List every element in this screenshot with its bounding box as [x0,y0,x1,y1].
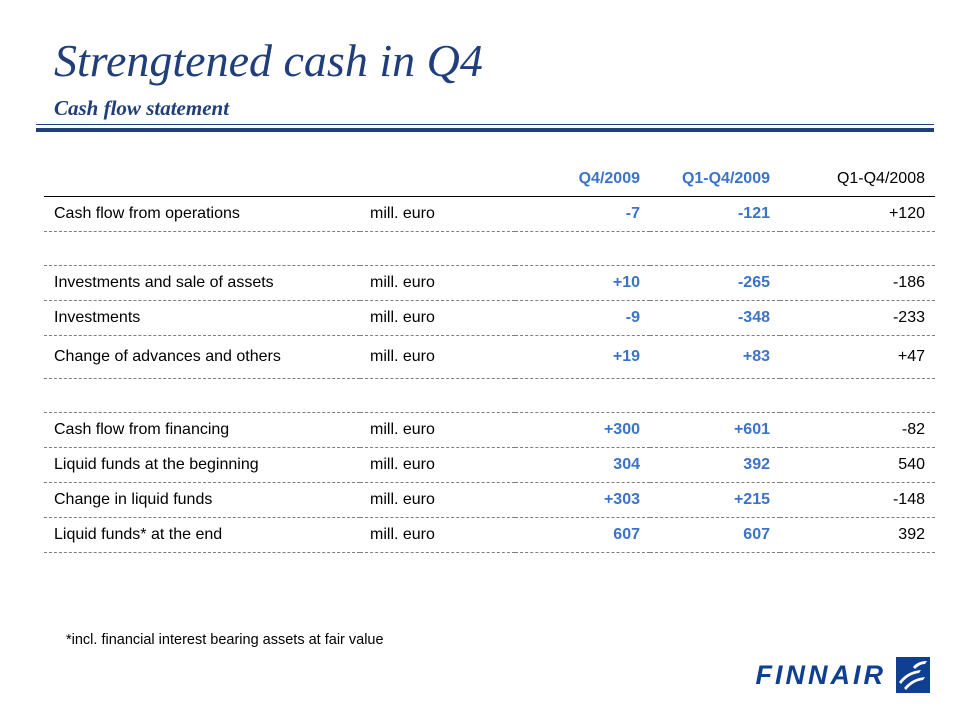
cell-q4-2009: +303 [515,482,650,518]
row-unit: mill. euro [360,517,515,553]
row-unit: mill. euro [360,447,515,483]
row-unit: mill. euro [360,482,515,518]
title-divider-thin [36,124,934,125]
column-header-unit [360,161,515,197]
column-header-q1q4-2008: Q1-Q4/2008 [780,161,935,197]
cell-q4-2009: 607 [515,517,650,553]
cell-q1q4-2008: -186 [780,265,935,301]
table-row: Investments and sale of assets mill. eur… [44,265,935,301]
column-header-q4-2009: Q4/2009 [515,161,650,197]
row-unit: mill. euro [360,196,515,232]
cell-q1q4-2008: +47 [780,335,935,379]
row-label: Investments [44,300,360,336]
row-unit [360,378,515,413]
footnote: *incl. financial interest bearing assets… [66,632,384,648]
cell-q1q4-2008 [780,231,935,266]
table-row: Liquid funds at the beginning mill. euro… [44,447,935,483]
cash-flow-table: Q4/2009 Q1-Q4/2009 Q1-Q4/2008 Cash flow … [44,161,935,553]
title-divider-thick [36,128,934,132]
row-unit: mill. euro [360,335,515,379]
finnair-flag-icon [896,657,930,693]
cell-q1q4-2009: -121 [650,196,780,232]
cell-q1q4-2009: -348 [650,300,780,336]
cell-q4-2009: +300 [515,412,650,448]
row-unit: mill. euro [360,265,515,301]
row-label [44,378,360,413]
cell-q1q4-2008: -233 [780,300,935,336]
finnair-logo: FINNAIR [755,657,930,693]
page-subtitle: Cash flow statement [54,96,230,120]
row-unit: mill. euro [360,300,515,336]
table-row: Change in liquid funds mill. euro +303 +… [44,482,935,518]
row-unit: mill. euro [360,412,515,448]
table-row: Change of advances and others mill. euro… [44,335,935,379]
cell-q1q4-2009: +83 [650,335,780,379]
cell-q4-2009 [515,378,650,413]
table-row: Cash flow from financing mill. euro +300… [44,412,935,448]
cell-q4-2009: -9 [515,300,650,336]
row-label: Investments and sale of assets [44,265,360,301]
table-spacer-row [44,378,935,413]
cell-q1q4-2008: +120 [780,196,935,232]
cell-q1q4-2008: 540 [780,447,935,483]
cell-q4-2009: -7 [515,196,650,232]
cell-q4-2009: 304 [515,447,650,483]
cell-q1q4-2008: 392 [780,517,935,553]
table-row: Liquid funds* at the end mill. euro 607 … [44,517,935,553]
row-label: Liquid funds at the beginning [44,447,360,483]
table-row: Investments mill. euro -9 -348 -233 [44,300,935,336]
cell-q4-2009: +19 [515,335,650,379]
column-header-q1q4-2009: Q1-Q4/2009 [650,161,780,197]
logo-wordmark: FINNAIR [755,660,886,690]
cell-q1q4-2008: -82 [780,412,935,448]
cell-q1q4-2008: -148 [780,482,935,518]
cell-q1q4-2009: 607 [650,517,780,553]
column-header-label [44,161,360,197]
row-label: Liquid funds* at the end [44,517,360,553]
table-spacer-row [44,231,935,266]
row-label: Cash flow from operations [44,196,360,232]
cell-q4-2009 [515,231,650,266]
cell-q1q4-2008 [780,378,935,413]
cell-q1q4-2009: +215 [650,482,780,518]
cell-q1q4-2009 [650,231,780,266]
table-row: Cash flow from operations mill. euro -7 … [44,196,935,232]
row-label: Cash flow from financing [44,412,360,448]
cell-q4-2009: +10 [515,265,650,301]
row-label [44,231,360,266]
page-title: Strengtened cash in Q4 [54,35,483,86]
cell-q1q4-2009: +601 [650,412,780,448]
row-label: Change of advances and others [44,335,360,379]
table-header-row: Q4/2009 Q1-Q4/2009 Q1-Q4/2008 [44,161,935,197]
row-unit [360,231,515,266]
cell-q1q4-2009: -265 [650,265,780,301]
row-label: Change in liquid funds [44,482,360,518]
cell-q1q4-2009: 392 [650,447,780,483]
cell-q1q4-2009 [650,378,780,413]
